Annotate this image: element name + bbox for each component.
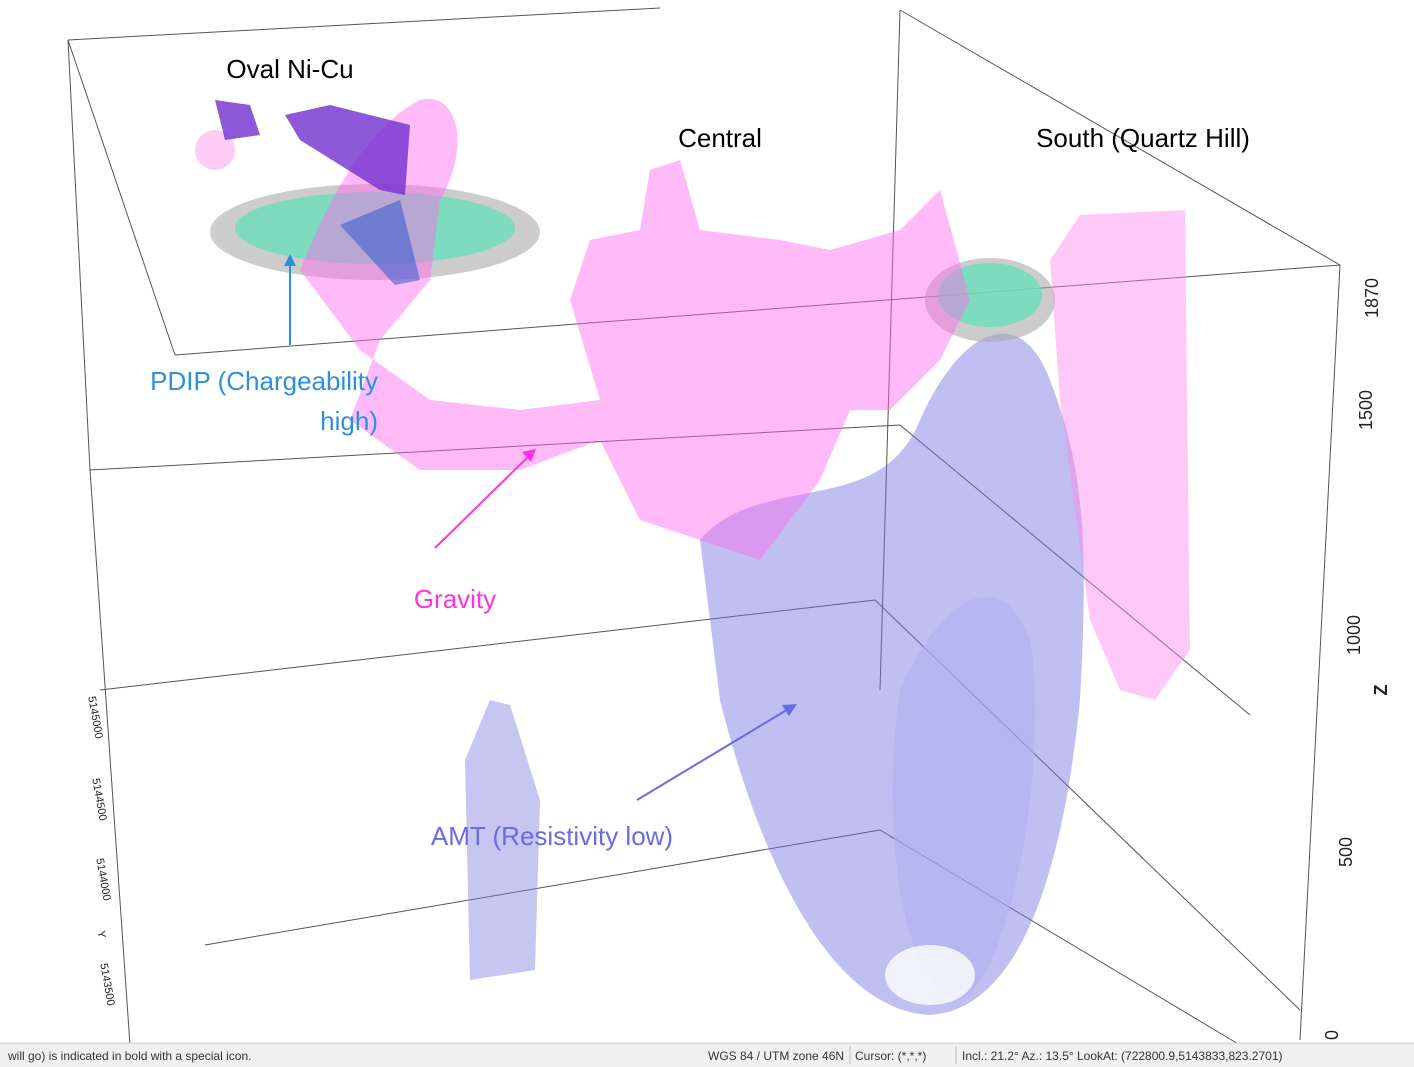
y-tick-label: 5144500 xyxy=(89,777,108,821)
y-tick-label: 5143500 xyxy=(97,962,116,1006)
amt-body xyxy=(465,333,1084,1016)
z-tick-label: 0 xyxy=(1322,1030,1342,1040)
status-crs: WGS 84 / UTM zone 46N xyxy=(708,1049,844,1063)
label-amt: AMT (Resistivity low) xyxy=(431,821,673,851)
label-oval: Oval Ni-Cu xyxy=(226,54,353,84)
status-view: Incl.: 21.2° Az.: 13.5° LookAt: (722800.… xyxy=(962,1049,1283,1063)
z-tick-label: 1500 xyxy=(1356,390,1376,430)
status-bar xyxy=(0,1043,1414,1067)
gravity-body xyxy=(195,98,1190,700)
status-cursor: Cursor: (*,*,*) xyxy=(855,1049,926,1063)
label-pdip: PDIP (Chargeability xyxy=(150,366,378,396)
y-axis-title: Y xyxy=(94,930,107,940)
label-pdip: high) xyxy=(320,406,378,436)
z-axis: Z 1870 1500 1000 500 0 xyxy=(1322,278,1391,1040)
label-south: South (Quartz Hill) xyxy=(1036,123,1250,153)
z-tick-label: 500 xyxy=(1336,837,1356,867)
pdip-body xyxy=(210,184,1055,342)
oval-bodies xyxy=(215,100,420,285)
y-axis: Y 5145000 5144500 5144000 5143500 xyxy=(85,695,116,1006)
y-tick-label: 5144000 xyxy=(93,857,112,901)
status-message: will go) is indicated in bold with a spe… xyxy=(7,1049,251,1063)
label-gravity: Gravity xyxy=(414,584,496,614)
y-tick-label: 5145000 xyxy=(85,695,104,739)
annotations xyxy=(284,254,797,801)
z-tick-label: 1870 xyxy=(1362,278,1382,318)
z-tick-label: 1000 xyxy=(1344,615,1364,655)
z-axis-title: Z xyxy=(1371,685,1391,696)
label-central: Central xyxy=(678,123,762,153)
